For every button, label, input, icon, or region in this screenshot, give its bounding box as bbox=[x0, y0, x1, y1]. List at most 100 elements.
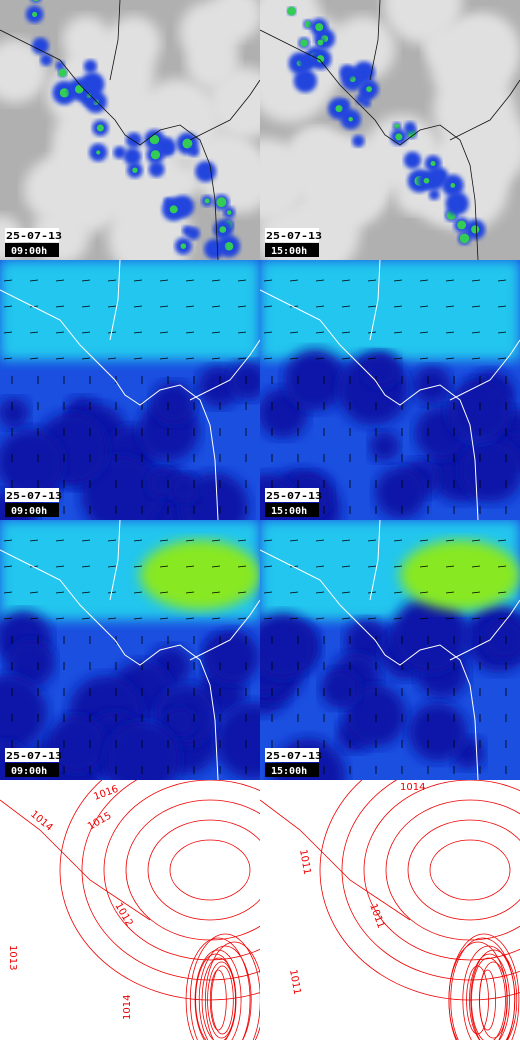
wind-arrow bbox=[81, 539, 91, 542]
wind-arrow bbox=[445, 617, 455, 620]
wind-low bbox=[260, 613, 316, 680]
wind-arrow bbox=[445, 331, 455, 334]
wind-arrow bbox=[341, 305, 351, 308]
date-label: 25-07-13 bbox=[6, 751, 62, 762]
rain-core bbox=[96, 150, 101, 155]
rain-core bbox=[150, 150, 161, 160]
rain-core bbox=[219, 226, 227, 233]
wind-arrow bbox=[29, 357, 39, 360]
wind-arrow bbox=[185, 591, 195, 594]
wind-arrow bbox=[55, 591, 65, 594]
wind-arrow bbox=[237, 591, 247, 594]
wind-arrow bbox=[133, 565, 143, 568]
wind-arrow bbox=[315, 617, 325, 620]
date-label: 25-07-13 bbox=[6, 231, 62, 242]
cloud bbox=[208, 66, 260, 140]
time-label: 09:00h bbox=[11, 506, 47, 517]
wind-arrow bbox=[133, 617, 143, 620]
contour-label: 1014 bbox=[122, 995, 133, 1020]
wind-arrow bbox=[497, 331, 507, 334]
rain-cell bbox=[40, 53, 53, 66]
isobar bbox=[194, 949, 242, 1040]
wind-arrow bbox=[367, 357, 377, 360]
pressure-bg bbox=[0, 780, 260, 1040]
wind-arrow bbox=[367, 539, 377, 542]
wind-arrow bbox=[3, 357, 13, 360]
isobar bbox=[385, 799, 520, 941]
cloud bbox=[190, 131, 259, 200]
time-bg bbox=[5, 503, 59, 517]
wind-arrow bbox=[289, 617, 299, 620]
wind-arrow bbox=[81, 357, 91, 360]
rain-core bbox=[224, 241, 234, 251]
wind-arrow bbox=[3, 539, 13, 542]
coastline bbox=[260, 0, 520, 260]
rain-core bbox=[430, 160, 436, 167]
isobar bbox=[407, 819, 520, 921]
wind-arrow bbox=[497, 305, 507, 308]
wind-arrow bbox=[133, 331, 143, 334]
wind-low bbox=[369, 430, 400, 462]
wind-arrow bbox=[211, 279, 221, 282]
wind-low bbox=[214, 702, 260, 780]
wind-arrow bbox=[211, 591, 221, 594]
map-panel bbox=[260, 780, 520, 1040]
wind-arrow bbox=[393, 279, 403, 282]
wind-arrow bbox=[107, 539, 117, 542]
isobar bbox=[469, 953, 510, 1040]
rain-cell bbox=[123, 147, 142, 166]
rain-core bbox=[316, 55, 325, 63]
wind-arrow bbox=[81, 279, 91, 282]
contour-label: 1011 bbox=[287, 969, 302, 996]
wind-arrow bbox=[393, 357, 403, 360]
wind-arrow bbox=[419, 591, 429, 594]
cloud bbox=[260, 152, 301, 207]
wind-arrow bbox=[341, 357, 351, 360]
contour-label: 1011 bbox=[297, 849, 312, 876]
date-label: 25-07-13 bbox=[266, 231, 322, 242]
rain-core bbox=[395, 133, 403, 141]
rain-core bbox=[180, 243, 187, 249]
date-label: 25-07-13 bbox=[6, 491, 62, 502]
rain-cell bbox=[83, 59, 98, 73]
wind-arrow bbox=[367, 565, 377, 568]
wind-arrow bbox=[445, 591, 455, 594]
wind-arrow bbox=[159, 617, 169, 620]
map-panel bbox=[0, 260, 260, 520]
wind-arrow bbox=[263, 617, 273, 620]
wind-arrow bbox=[55, 305, 65, 308]
rain-core bbox=[394, 123, 400, 129]
wind-arrow bbox=[159, 279, 169, 282]
wind-arrow bbox=[159, 565, 169, 568]
wind-arrow bbox=[289, 331, 299, 334]
wind-arrow bbox=[55, 331, 65, 334]
cloud bbox=[423, 146, 508, 232]
time-label: 15:00h bbox=[271, 766, 307, 777]
map-panel bbox=[0, 780, 260, 1040]
wind-arrow bbox=[107, 617, 117, 620]
wind-arrow bbox=[263, 357, 273, 360]
wind-arrow bbox=[3, 617, 13, 620]
wind-arrow bbox=[263, 591, 273, 594]
wind-low bbox=[104, 721, 181, 780]
wind-arrow bbox=[263, 331, 273, 334]
map-panel bbox=[0, 520, 260, 780]
wind-arrow bbox=[497, 539, 507, 542]
wind-low bbox=[0, 428, 64, 497]
wind-low bbox=[412, 366, 452, 405]
date-bg bbox=[5, 488, 59, 502]
coastline bbox=[260, 520, 520, 780]
coastline bbox=[0, 520, 260, 780]
wind-low bbox=[446, 379, 511, 444]
wind-arrow bbox=[315, 279, 325, 282]
rain-core bbox=[366, 86, 372, 93]
wind-low bbox=[320, 668, 361, 709]
wind-arrow bbox=[211, 305, 221, 308]
rain-core bbox=[169, 205, 178, 214]
wind-low bbox=[483, 617, 520, 660]
map-panel bbox=[260, 0, 520, 260]
wind-low bbox=[205, 630, 260, 685]
wind-arrow bbox=[393, 539, 403, 542]
wind-arrow bbox=[185, 617, 195, 620]
rain-cell bbox=[403, 151, 422, 169]
